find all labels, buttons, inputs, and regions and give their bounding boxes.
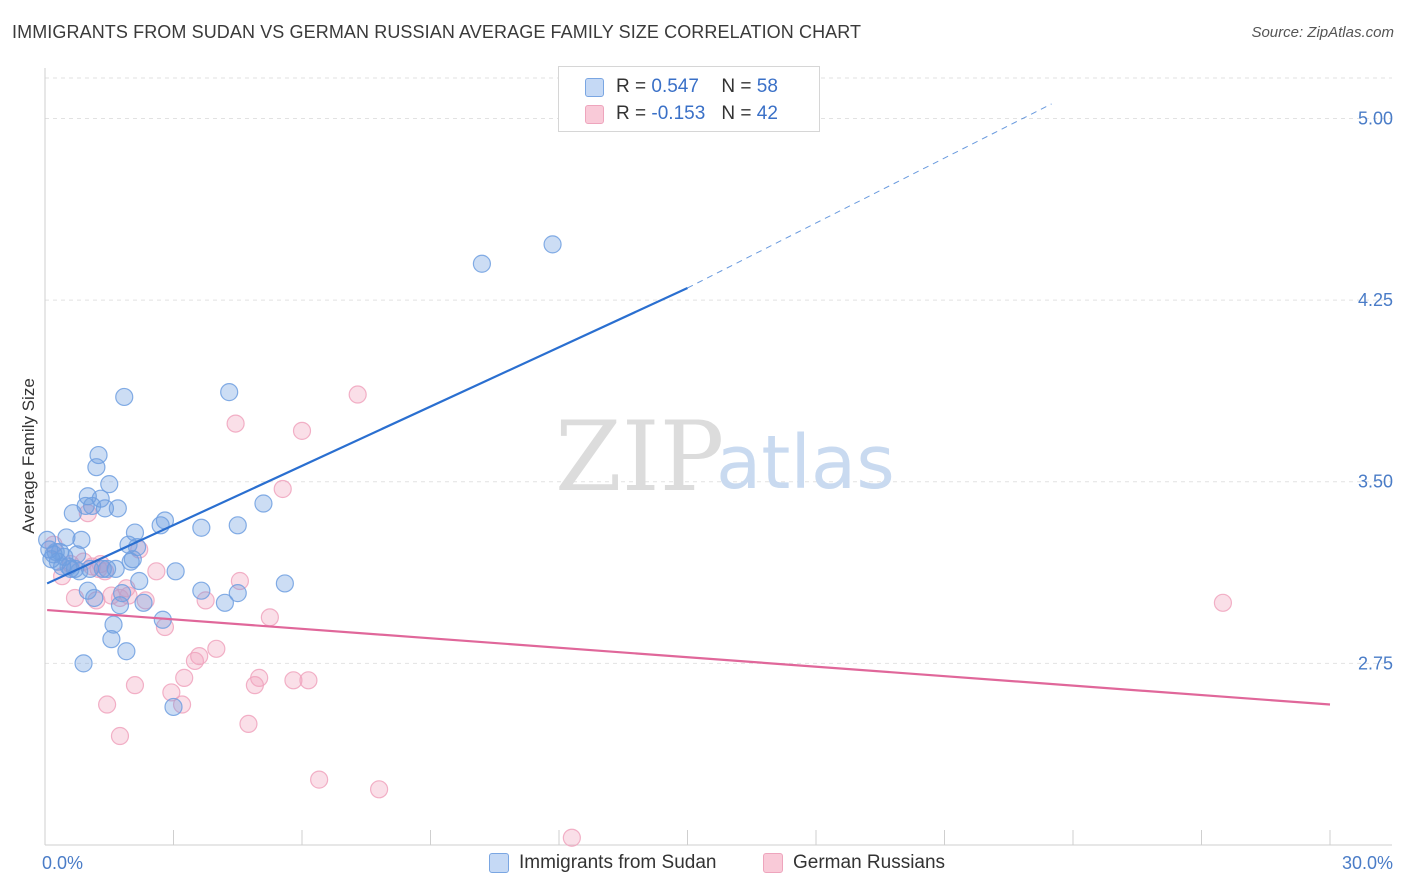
sudan-point	[95, 499, 115, 518]
german-russians-point	[95, 562, 115, 581]
german-russians-point	[284, 671, 303, 690]
legend-r-label: R =	[616, 76, 647, 97]
series-legend-sudan: Immigrants from Sudan	[489, 852, 716, 874]
watermark: ZIP atlas	[555, 401, 895, 513]
sudan-point	[254, 494, 273, 513]
y-axis-label: Average Family Size	[19, 378, 38, 534]
legend-n-label: N =	[721, 103, 752, 124]
sudan-trend-line	[46, 286, 688, 585]
sudan-point	[164, 697, 183, 717]
sudan-point	[228, 516, 247, 535]
y-tick-label: 5.00	[1358, 108, 1393, 128]
sudan-point	[228, 584, 247, 603]
legend-swatch-sudan	[585, 77, 604, 97]
sudan-point	[543, 235, 562, 254]
y-tick-label: 4.25	[1358, 290, 1393, 310]
german-russians-point	[125, 676, 145, 695]
sudan-point	[472, 254, 491, 273]
german-russians-point	[147, 562, 166, 581]
sudan-point	[104, 615, 123, 634]
german-russians-point	[299, 671, 318, 690]
sudan-point	[78, 581, 97, 600]
sudan-trend-extension	[687, 103, 1052, 289]
sudan-points	[38, 235, 562, 717]
axes	[44, 68, 1392, 846]
sudan-point	[134, 593, 153, 612]
german-russians-point	[207, 639, 226, 658]
x-tick-label: 0.0%	[42, 853, 83, 873]
german-russians-point	[136, 591, 155, 610]
german-russians-point	[162, 683, 181, 702]
source-label: Source: ZipAtlas.com	[1251, 24, 1394, 41]
legend-row-sudan: R = 0.547 N = 58	[585, 75, 778, 99]
german-russians-point	[250, 668, 269, 687]
legend-n-value: 58	[756, 76, 778, 97]
series-name-sudan: Immigrants from Sudan	[519, 852, 717, 873]
sudan-point	[106, 559, 125, 579]
sudan-point	[57, 528, 76, 547]
german-russians-point	[292, 421, 312, 440]
sudan-point	[74, 654, 93, 673]
sudan-point	[192, 518, 211, 537]
correlation-legend: R = 0.547 N = 58 R = -0.153 N = 42	[558, 66, 820, 132]
series-swatch-sudan	[489, 853, 509, 873]
sudan-point	[192, 581, 211, 600]
german-russians-point	[310, 770, 329, 789]
german-russians-point	[562, 828, 581, 847]
series-legend-german: German Russians	[763, 852, 945, 874]
legend-n-value: 42	[756, 103, 778, 124]
german-russians-point	[1213, 593, 1233, 612]
sudan-point	[275, 574, 294, 593]
sudan-point	[93, 559, 112, 579]
sudan-point	[125, 523, 145, 542]
german-russians-point	[273, 479, 292, 499]
german-russians-point	[239, 714, 258, 734]
chart-title: IMMIGRANTS FROM SUDAN VS GERMAN RUSSIAN …	[12, 22, 862, 42]
german-russians-point	[260, 608, 279, 627]
german-russians-point	[175, 668, 194, 687]
sudan-point	[220, 383, 239, 402]
legend-r-value: 0.547	[651, 76, 699, 97]
sudan-point	[89, 445, 108, 465]
series-name-german: German Russians	[793, 852, 946, 873]
german-russians-point	[226, 414, 245, 433]
legend-r-value: -0.153	[651, 103, 706, 124]
legend-row-german: R = -0.153 N = 42	[585, 102, 778, 126]
sudan-point	[85, 588, 104, 608]
german-russians-point	[110, 726, 130, 746]
sudan-point	[115, 387, 134, 407]
sudan-point	[112, 584, 132, 603]
sudan-point	[166, 562, 185, 581]
y-tick-label: 2.75	[1358, 653, 1393, 673]
german-russians-point	[98, 695, 117, 714]
german-russians-point	[370, 780, 389, 799]
trend-lines	[46, 103, 1331, 706]
sudan-point	[72, 530, 91, 549]
legend-r-label: R =	[616, 103, 647, 124]
german-russians-point	[348, 385, 367, 404]
sudan-point	[130, 571, 149, 591]
sudan-point	[91, 489, 110, 508]
series-swatch-german	[763, 853, 783, 873]
sudan-point	[117, 642, 136, 661]
sudan-point	[108, 499, 127, 518]
sudan-point	[100, 475, 119, 494]
y-tick-label: 3.50	[1358, 472, 1393, 492]
watermark-atlas: atlas	[716, 420, 895, 506]
sudan-point	[123, 550, 142, 569]
x-tick-label: 30.0%	[1342, 853, 1393, 873]
german-russians-trend-line	[47, 608, 1331, 706]
german-russians-point	[190, 646, 209, 666]
y-tick-labels: 2.75 3.50 4.25 5.00	[1358, 108, 1393, 673]
german-russians-point	[196, 591, 215, 610]
sudan-point	[102, 630, 121, 649]
x-tick-labels: 0.0% 30.0%	[42, 853, 1393, 873]
legend-n-label: N =	[721, 76, 752, 97]
legend-swatch-german	[585, 104, 604, 124]
sudan-point	[215, 593, 234, 612]
watermark-zip: ZIP	[555, 401, 724, 513]
